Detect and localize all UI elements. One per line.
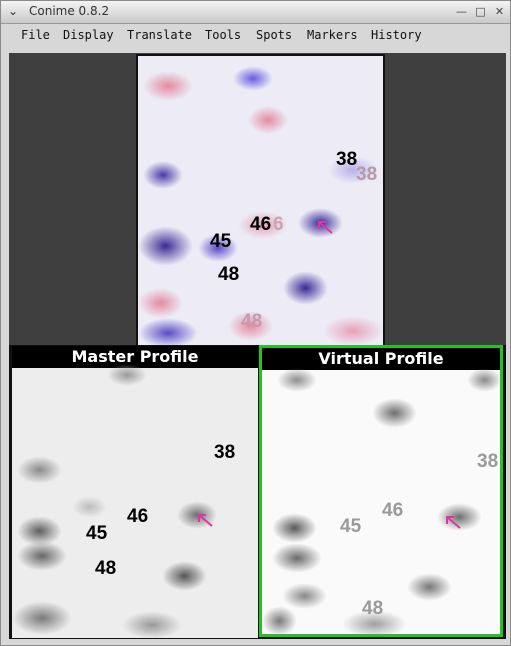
profile-label: 38 — [477, 451, 499, 472]
profile-label: 38 — [214, 442, 236, 463]
profile-spot — [107, 364, 147, 386]
window-menu-icon[interactable]: ⌄ — [7, 4, 19, 18]
profile-spot — [162, 561, 207, 591]
marker-arrow-icon — [198, 514, 213, 527]
gel-label: 38 — [336, 149, 358, 170]
minimize-icon[interactable]: — — [456, 5, 467, 18]
profile-label: 48 — [95, 558, 117, 579]
profile-label: 46 — [127, 506, 149, 527]
gel-spot — [143, 71, 193, 101]
menu-spots[interactable]: Spots — [256, 28, 293, 42]
maximize-icon[interactable]: □ — [475, 5, 486, 18]
gel-label: 48 — [241, 311, 263, 332]
profile-spot — [262, 606, 297, 634]
gel-spot — [138, 288, 183, 318]
profile-spot — [272, 513, 317, 543]
gel-spot — [228, 311, 273, 341]
profile-spot — [17, 541, 67, 571]
profile-spot — [277, 368, 317, 392]
profile-spot — [407, 573, 452, 601]
menu-display[interactable]: Display — [63, 28, 114, 42]
profile-spot — [122, 611, 182, 638]
profile-spot — [467, 368, 500, 392]
marker-arrow-icon — [446, 516, 461, 529]
gel-spot — [283, 271, 328, 305]
gel-label: 46 — [250, 214, 272, 235]
gel-spot — [248, 106, 288, 134]
profile-label: 48 — [362, 598, 384, 619]
gel-spot — [323, 316, 383, 345]
menu-markers[interactable]: Markers — [307, 28, 358, 42]
gel-label: 45 — [210, 231, 232, 252]
profile-spot — [17, 456, 62, 484]
gel-spot — [143, 161, 183, 189]
gel-label: 6 — [273, 214, 284, 235]
profile-spot — [342, 610, 407, 634]
gel-spot — [238, 211, 288, 239]
menu-translate[interactable]: Translate — [127, 28, 193, 42]
close-icon[interactable]: ✕ — [494, 5, 505, 18]
gel-spot — [138, 226, 193, 266]
gel-label: 38 — [356, 164, 378, 185]
master-profile-panel[interactable]: Master Profile 38 46 45 48 — [11, 345, 259, 639]
title-bar: ⌄ Conime 0.8.2 — □ ✕ — [1, 1, 510, 24]
marker-arrow-icon — [318, 221, 333, 234]
profile-spot — [272, 543, 322, 573]
menu-file[interactable]: File — [21, 28, 50, 42]
virtual-profile-panel[interactable]: Virtual Profile 38 46 45 48 — [259, 345, 503, 637]
profile-label: 45 — [86, 523, 108, 544]
virtual-profile-header: Virtual Profile — [262, 348, 500, 370]
menu-bar: File Display Translate Tools Spots Marke… — [7, 25, 504, 47]
profile-spot — [72, 496, 107, 518]
profile-label: 45 — [340, 516, 362, 537]
profile-spot — [372, 398, 417, 428]
window-title: Conime 0.8.2 — [29, 4, 110, 18]
menu-history[interactable]: History — [371, 28, 422, 42]
profile-label: 46 — [382, 500, 404, 521]
gel-label: 48 — [218, 264, 240, 285]
gel-overlay-image[interactable]: 38 38 46 6 45 48 48 — [136, 54, 385, 347]
gel-spot — [138, 318, 198, 345]
profile-spot — [12, 601, 72, 635]
gel-spot — [328, 156, 378, 184]
gel-spot — [233, 66, 273, 91]
profile-spot — [282, 583, 327, 609]
menu-tools[interactable]: Tools — [205, 28, 242, 42]
gel-spot — [198, 234, 238, 262]
master-profile-header: Master Profile — [12, 346, 258, 368]
